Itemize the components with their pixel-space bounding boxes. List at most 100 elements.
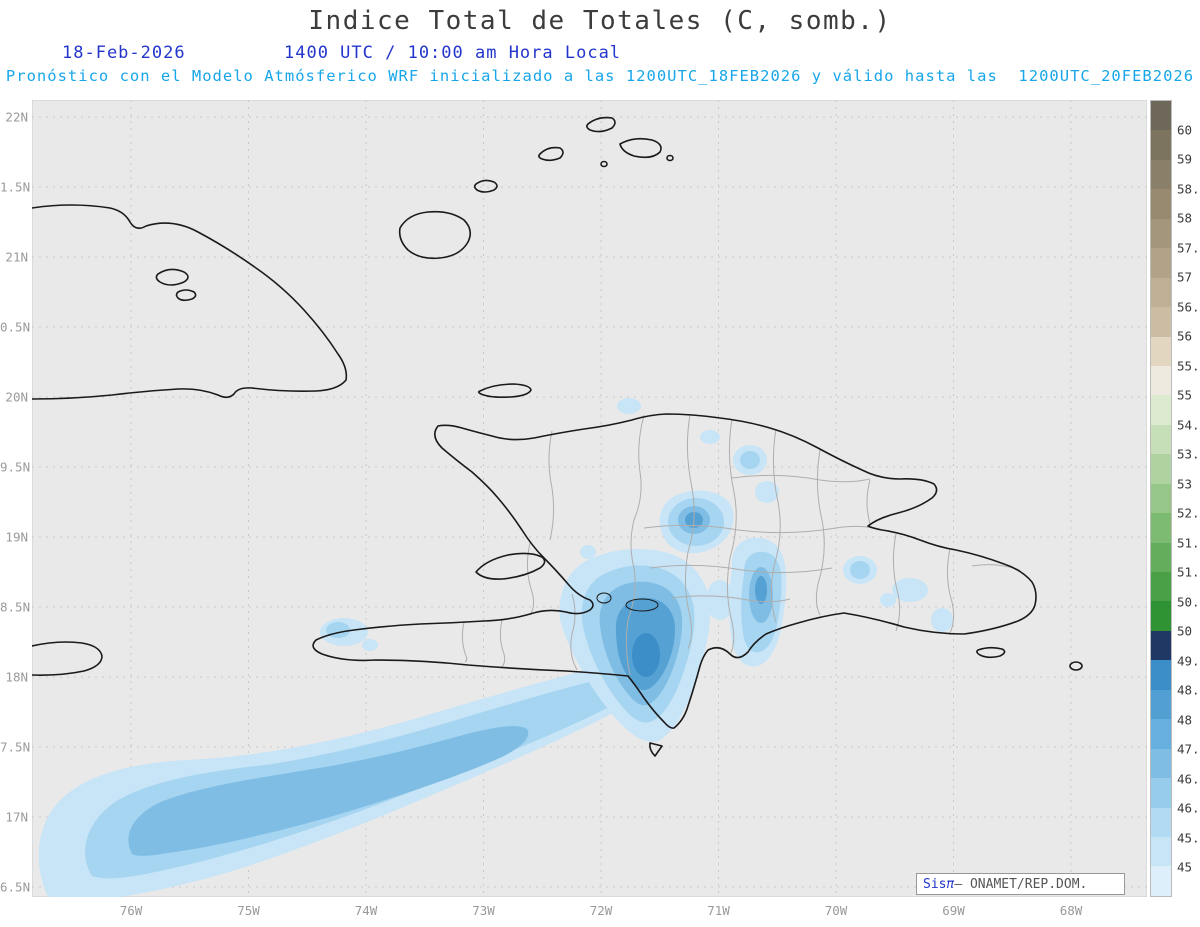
shade-spot-east-3	[931, 608, 953, 632]
colorbar-labels: 60 59 58.5 58 57.5 57 56.5 56 55.5 55 54.2 53.6 53 52…	[1177, 100, 1200, 897]
colorbar-boundary-label: 52.4	[1177, 505, 1200, 521]
saona-island	[976, 646, 1006, 659]
attribution-org: — ONAMET/REP.DOM.	[954, 876, 1088, 892]
y-tick-label: 6.5N	[0, 879, 31, 895]
colorbar-boundary-label: 56	[1177, 328, 1193, 344]
tt-index-shading	[38, 398, 953, 897]
great-inagua-island	[398, 210, 472, 260]
colorbar-segment	[1151, 189, 1171, 219]
lake-saumatre	[596, 592, 612, 604]
colorbar-segment	[1151, 807, 1171, 837]
colorbar-segment	[1151, 395, 1171, 425]
colorbar-segment	[1151, 130, 1171, 160]
colorbar-segment	[1151, 483, 1171, 514]
colorbar-segment	[1151, 424, 1171, 455]
colorbar-segment	[1151, 778, 1171, 808]
forecast-time: 1400 UTC / 10:00 am Hora Local	[284, 43, 622, 63]
shade-spot-north-coast	[617, 398, 641, 414]
colorbar-boundary-label: 53.6	[1177, 446, 1200, 462]
x-tick-label: 68W	[1059, 903, 1083, 918]
shade-spot-vega	[700, 430, 720, 444]
colorbar-segment	[1151, 101, 1171, 131]
colorbar	[1150, 100, 1172, 897]
colorbar-boundary-label: 45.6	[1177, 830, 1200, 846]
colorbar-segment	[1151, 630, 1171, 661]
colorbar-boundary-label: 58.5	[1177, 181, 1200, 197]
map-canvas	[32, 100, 1147, 897]
y-tick-label: 19N	[5, 529, 28, 545]
colorbar-boundary-label: 50.6	[1177, 594, 1200, 610]
y-tick-label: 21N	[5, 249, 28, 265]
colorbar-boundary-label: 48.6	[1177, 682, 1200, 698]
colorbar-boundary-label: 56.5	[1177, 299, 1200, 315]
latitude-axis: 22N 1.5N 21N 0.5N 20N 9.5N 19N 8.5N 18N 7.5N 17N 6.…	[0, 0, 30, 927]
x-tick-label: 70W	[824, 903, 848, 918]
y-tick-label: 0.5N	[0, 319, 31, 335]
shade-spot-east-4	[880, 593, 896, 607]
colorbar-segment	[1151, 866, 1171, 896]
y-tick-label: 18N	[5, 669, 28, 685]
y-tick-label: 8.5N	[0, 599, 31, 615]
colorbar-segment	[1151, 542, 1171, 572]
colorbar-boundary-label: 51.8	[1177, 535, 1200, 551]
colorbar-segment	[1151, 248, 1171, 278]
little-inagua-island	[473, 179, 498, 193]
shade-spot-cibao-1-core	[740, 451, 760, 469]
x-tick-label: 73W	[472, 903, 495, 918]
cuba-coastline	[32, 204, 348, 400]
colorbar-segment	[1151, 689, 1171, 720]
y-tick-label: 17N	[5, 809, 28, 825]
colorbar-boundary-label: 45	[1177, 859, 1193, 875]
coastlines	[32, 116, 1083, 757]
colorbar-boundary-label: 55.5	[1177, 358, 1200, 374]
turks-island-2	[586, 116, 616, 133]
colorbar-segment	[1151, 836, 1171, 867]
colorbar-boundary-label: 49.2	[1177, 653, 1200, 669]
colorbar-boundary-label: 46.8	[1177, 771, 1200, 787]
turks-islet-1	[600, 160, 608, 168]
x-tick-label: 69W	[942, 903, 965, 918]
attribution-box: Sis π — ONAMET/REP.DOM.	[916, 873, 1125, 895]
colorbar-segment	[1151, 748, 1171, 779]
tortuga-island	[477, 383, 532, 398]
province-boundaries	[461, 414, 1021, 676]
turks-island-1	[538, 146, 564, 162]
y-tick-label: 9.5N	[0, 459, 31, 475]
colorbar-segment	[1151, 307, 1171, 337]
colorbar-segment	[1151, 572, 1171, 602]
turks-island-3	[619, 137, 662, 159]
x-tick-label: 72W	[589, 903, 613, 918]
colorbar-segment	[1151, 365, 1171, 396]
cuba-cay-2	[175, 289, 197, 302]
colorbar-boundary-label: 54.2	[1177, 417, 1200, 433]
mona-island	[1069, 661, 1083, 671]
colorbar-boundary-label: 57	[1177, 269, 1193, 285]
beata-island	[649, 742, 663, 757]
colorbar-boundary-label: 53	[1177, 476, 1193, 492]
colorbar-segment	[1151, 454, 1171, 484]
y-tick-label: 22N	[5, 109, 28, 125]
shade-sw-band-core	[128, 726, 529, 856]
x-tick-label: 71W	[707, 903, 730, 918]
x-tick-label: 75W	[237, 903, 260, 918]
colorbar-segment	[1151, 513, 1171, 543]
page-title: Indice Total de Totales (C, somb.)	[308, 6, 892, 36]
lake-enriquillo	[625, 598, 659, 612]
colorbar-segment	[1151, 601, 1171, 631]
turks-islet-2	[666, 154, 674, 162]
y-tick-label: 7.5N	[0, 739, 31, 755]
y-tick-label: 1.5N	[0, 179, 31, 195]
colorbar-boundary-label: 47.4	[1177, 741, 1200, 757]
shade-barahona-darkest	[632, 633, 660, 677]
colorbar-segment	[1151, 660, 1171, 690]
colorbar-segment	[1151, 277, 1171, 308]
colorbar-segment	[1151, 336, 1171, 366]
attribution-app-name: Sis	[923, 876, 947, 892]
colorbar-boundary-label: 58	[1177, 210, 1193, 226]
hispaniola-coastline	[312, 413, 1037, 729]
model-init-line: Pronóstico con el Modelo Atmósferico WRF…	[5, 67, 1195, 85]
colorbar-boundary-label: 59	[1177, 151, 1193, 167]
x-tick-label: 76W	[119, 903, 143, 918]
colorbar-boundary-label: 50	[1177, 623, 1193, 639]
